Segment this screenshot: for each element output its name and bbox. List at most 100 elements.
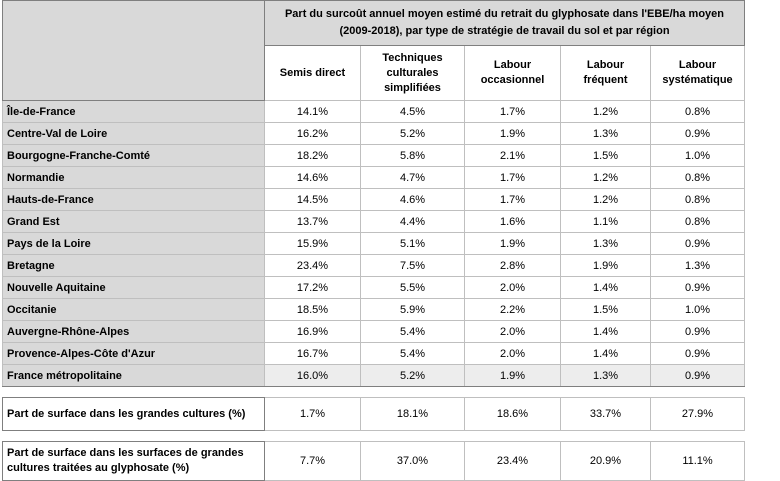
table-cell: 1.0%: [650, 144, 745, 167]
column-header: Labour fréquent: [560, 45, 651, 101]
table-cell: 1.2%: [560, 100, 651, 123]
table-title: Part du surcoût annuel moyen estimé du r…: [264, 0, 745, 46]
table-cell: 4.7%: [360, 166, 465, 189]
row-label: Provence-Alpes-Côte d'Azur: [2, 342, 265, 365]
surface-share-row: Part de surface dans les grandes culture…: [2, 397, 745, 431]
table-cell: 16.7%: [264, 342, 361, 365]
column-header: Techniques culturales simplifiées: [360, 45, 465, 101]
table-cell: 4.5%: [360, 100, 465, 123]
table-cell: 14.1%: [264, 100, 361, 123]
spacer-row: [2, 430, 745, 442]
table-cell: 0.9%: [650, 342, 745, 365]
table-row: Occitanie 18.5% 5.9% 2.2% 1.5% 1.0%: [2, 298, 745, 321]
table-cell: 7.7%: [264, 441, 361, 481]
table-row: Bretagne 23.4% 7.5% 2.8% 1.9% 1.3%: [2, 254, 745, 277]
table-cell: 1.7%: [464, 166, 561, 189]
table-cell: 1.4%: [560, 276, 651, 299]
table-cell: 18.6%: [464, 397, 561, 431]
table-cell: 1.0%: [650, 298, 745, 321]
table-cell: 1.5%: [560, 298, 651, 321]
table-cell: 1.7%: [464, 188, 561, 211]
row-label: Auvergne-Rhône-Alpes: [2, 320, 265, 343]
table-cell: 7.5%: [360, 254, 465, 277]
table-cell: 1.3%: [560, 232, 651, 255]
table-cell: 15.9%: [264, 232, 361, 255]
table-cell: 5.8%: [360, 144, 465, 167]
row-label: Hauts-de-France: [2, 188, 265, 211]
table-row: Hauts-de-France 14.5% 4.6% 1.7% 1.2% 0.8%: [2, 188, 745, 211]
france-row: France métropolitaine 16.0% 5.2% 1.9% 1.…: [2, 364, 745, 387]
table-cell: 1.9%: [464, 122, 561, 145]
table-cell: 1.2%: [560, 188, 651, 211]
table-cell: 14.5%: [264, 188, 361, 211]
table-cell: 2.2%: [464, 298, 561, 321]
table-cell: 18.2%: [264, 144, 361, 167]
table-cell: 2.8%: [464, 254, 561, 277]
table-cell: 5.4%: [360, 320, 465, 343]
table-cell: 1.6%: [464, 210, 561, 233]
spacer-row: [2, 386, 745, 398]
table-row: Grand Est 13.7% 4.4% 1.6% 1.1% 0.8%: [2, 210, 745, 233]
table-cell: 5.1%: [360, 232, 465, 255]
row-label: Occitanie: [2, 298, 265, 321]
row-label: Normandie: [2, 166, 265, 189]
row-label: Part de surface dans les surfaces de gra…: [2, 441, 265, 481]
table-cell: 5.4%: [360, 342, 465, 365]
table-row: Normandie 14.6% 4.7% 1.7% 1.2% 0.8%: [2, 166, 745, 189]
row-label: Centre-Val de Loire: [2, 122, 265, 145]
table-cell: 1.7%: [464, 100, 561, 123]
row-label: Pays de la Loire: [2, 232, 265, 255]
table-cell: 0.9%: [650, 232, 745, 255]
table-cell: 16.2%: [264, 122, 361, 145]
table-row: Provence-Alpes-Côte d'Azur 16.7% 5.4% 2.0% 1…: [2, 342, 745, 365]
table-cell: 5.2%: [360, 364, 465, 387]
table-cell: 5.9%: [360, 298, 465, 321]
table-cell: 4.4%: [360, 210, 465, 233]
table-row: Nouvelle Aquitaine 17.2% 5.5% 2.0% 1.4% 0.9%: [2, 276, 745, 299]
table-cell: 0.9%: [650, 122, 745, 145]
region-rows: Île-de-France 14.1% 4.5% 1.7% 1.2% 0.8% Centre…: [2, 100, 745, 365]
row-label: Grand Est: [2, 210, 265, 233]
row-label: Bretagne: [2, 254, 265, 277]
table-cell: 20.9%: [560, 441, 651, 481]
table-cell: 1.9%: [464, 364, 561, 387]
table-cell: 5.5%: [360, 276, 465, 299]
table-cell: 23.4%: [464, 441, 561, 481]
table-cell: 18.5%: [264, 298, 361, 321]
table-cell: 33.7%: [560, 397, 651, 431]
table-cell: 23.4%: [264, 254, 361, 277]
table-cell: 17.2%: [264, 276, 361, 299]
table-cell: 16.0%: [264, 364, 361, 387]
glyphosate-surface-share-row: Part de surface dans les surfaces de gra…: [2, 441, 745, 481]
table-cell: 1.3%: [560, 122, 651, 145]
table-row: Centre-Val de Loire 16.2% 5.2% 1.9% 1.3% 0.9%: [2, 122, 745, 145]
table-cell: 1.4%: [560, 320, 651, 343]
table-cell: 2.1%: [464, 144, 561, 167]
column-header: Labour systématique: [650, 45, 745, 101]
table-cell: 1.4%: [560, 342, 651, 365]
table-cell: 2.0%: [464, 320, 561, 343]
row-label: France métropolitaine: [2, 364, 265, 387]
table-cell: 0.9%: [650, 276, 745, 299]
table-cell: 1.3%: [650, 254, 745, 277]
table-cell: 1.9%: [560, 254, 651, 277]
row-label: Bourgogne-Franche-Comté: [2, 144, 265, 167]
table-cell: 1.5%: [560, 144, 651, 167]
table-cell: 14.6%: [264, 166, 361, 189]
table-row: Île-de-France 14.1% 4.5% 1.7% 1.2% 0.8%: [2, 100, 745, 123]
table-cell: 0.9%: [650, 364, 745, 387]
table-cell: 1.9%: [464, 232, 561, 255]
table-cell: 37.0%: [360, 441, 465, 481]
table-cell: 18.1%: [360, 397, 465, 431]
table-cell: 0.8%: [650, 100, 745, 123]
table-row: Bourgogne-Franche-Comté 18.2% 5.8% 2.1% 1.5%…: [2, 144, 745, 167]
table-row: Auvergne-Rhône-Alpes 16.9% 5.4% 2.0% 1.4% 0.9…: [2, 320, 745, 343]
glyphosate-cost-table: Part du surcoût annuel moyen estimé du r…: [2, 0, 745, 481]
table-cell: 1.1%: [560, 210, 651, 233]
column-header: Labour occasionnel: [464, 45, 561, 101]
table-cell: 1.3%: [560, 364, 651, 387]
table-cell: 16.9%: [264, 320, 361, 343]
table-cell: 27.9%: [650, 397, 745, 431]
table-cell: 0.8%: [650, 166, 745, 189]
table-cell: 1.7%: [264, 397, 361, 431]
